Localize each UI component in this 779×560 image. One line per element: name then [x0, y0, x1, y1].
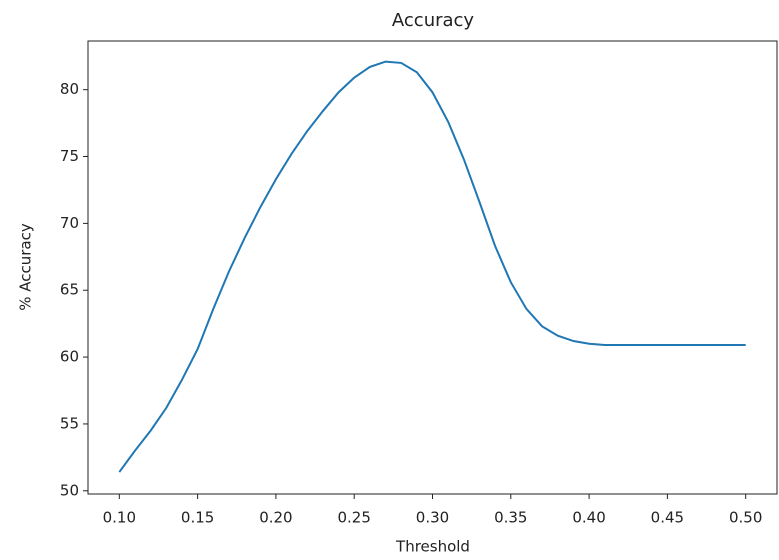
- x-tick-label: 0.50: [729, 509, 762, 527]
- x-tick-label: 0.40: [572, 509, 605, 527]
- x-tick-label: 0.45: [651, 509, 684, 527]
- x-tick-label: 0.15: [181, 509, 214, 527]
- x-tick-label: 0.10: [103, 509, 136, 527]
- chart-title: Accuracy: [392, 10, 475, 31]
- y-tick-label: 65: [60, 281, 79, 299]
- plot-frame: [88, 41, 777, 494]
- y-tick-label: 80: [60, 80, 79, 98]
- y-axis-label: % Accuracy: [17, 223, 35, 311]
- y-tick-label: 50: [60, 481, 79, 499]
- x-tick-label: 0.25: [338, 509, 371, 527]
- y-tick-label: 55: [60, 414, 79, 432]
- y-tick-label: 70: [60, 214, 79, 232]
- x-tick-label: 0.35: [494, 509, 527, 527]
- data-line: [119, 62, 745, 472]
- y-tick-label: 60: [60, 348, 79, 366]
- x-tick-label: 0.20: [259, 509, 292, 527]
- x-axis-label: Threshold: [395, 538, 470, 556]
- x-tick-label: 0.30: [416, 509, 449, 527]
- y-tick-label: 75: [60, 147, 79, 165]
- chart: Accuracy Threshold % Accuracy 50 55 60 65 70…: [0, 0, 779, 560]
